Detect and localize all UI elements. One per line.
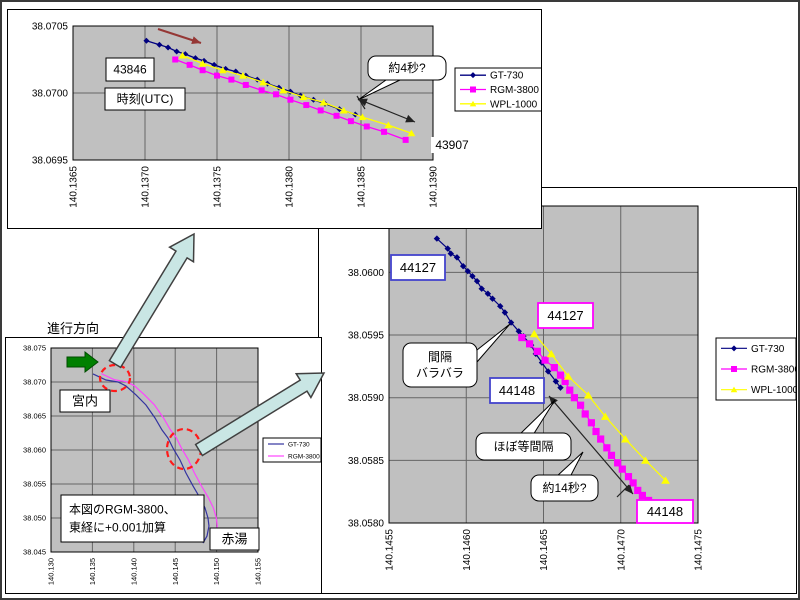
svg-text:38.0705: 38.0705	[32, 21, 69, 32]
svg-text:140.1365: 140.1365	[69, 166, 80, 208]
series-WPL-1000	[178, 51, 416, 137]
x-axis-ticks: 140.1365 140.1370 140.1375 140.1380 140.1385…	[69, 166, 440, 208]
legend: GT-730 RGM-3800 WPL-1000	[454, 67, 549, 112]
svg-text:GT-730: GT-730	[288, 441, 310, 448]
time-axis-label: 時刻(UTC)	[104, 87, 186, 111]
svg-text:間隔: 間隔	[428, 350, 452, 364]
svg-text:GT-730: GT-730	[751, 344, 785, 355]
time-end-label: 43907	[431, 137, 473, 153]
svg-text:44148: 44148	[499, 383, 535, 398]
svg-text:140.155: 140.155	[254, 558, 263, 585]
svg-text:GT-730: GT-730	[490, 71, 524, 82]
series-RGM-3800	[172, 56, 409, 143]
svg-text:38.0580: 38.0580	[348, 518, 385, 529]
about-4sec-callout: 約4秒?	[357, 55, 447, 101]
svg-text:140.130: 140.130	[47, 558, 56, 585]
plot-border	[72, 25, 434, 161]
interval-measure-arrow	[548, 395, 634, 498]
gt730-end-time: 44148	[489, 377, 545, 404]
svg-text:44148: 44148	[647, 504, 683, 519]
svg-text:時刻(UTC): 時刻(UTC)	[117, 92, 174, 106]
akayu-label: 赤湯	[209, 527, 260, 551]
series-RGM-3800	[101, 373, 218, 543]
svg-text:44127: 44127	[400, 260, 436, 275]
series-GT-730	[92, 373, 210, 544]
rgm-offset-note: 本図のRGM-3800、東経に+0.001加算	[60, 494, 205, 543]
svg-text:宮内: 宮内	[72, 394, 98, 409]
svg-text:140.1375: 140.1375	[213, 166, 224, 208]
rgm3800-start-time: 44127	[537, 302, 594, 329]
chart-panel-right-detail: 38.0600 38.0595 38.0590 38.0585 38.0580 140.1…	[318, 187, 798, 594]
svg-text:43846: 43846	[113, 63, 147, 77]
x-axis-ticks: 140.130 140.135 140.140 140.145 140.150 140.1…	[47, 558, 263, 585]
svg-text:ほぼ等間隔: ほぼ等間隔	[493, 440, 553, 454]
svg-text:38.075: 38.075	[23, 344, 46, 353]
svg-text:WPL-1000: WPL-1000	[751, 385, 796, 396]
svg-text:38.055: 38.055	[23, 480, 46, 489]
svg-text:38.0585: 38.0585	[348, 456, 385, 467]
svg-text:140.1475: 140.1475	[694, 529, 705, 571]
svg-text:140.150: 140.150	[212, 558, 221, 585]
svg-text:38.0695: 38.0695	[32, 155, 69, 166]
svg-text:140.140: 140.140	[129, 558, 138, 585]
gt730-start-time: 44127	[390, 254, 446, 281]
svg-text:本図のRGM-3800、: 本図のRGM-3800、	[69, 503, 176, 517]
y-axis-ticks: 38.0600 38.0595 38.0590 38.0585 38.0580	[348, 268, 385, 530]
svg-text:140.1465: 140.1465	[539, 529, 550, 571]
svg-text:140.135: 140.135	[88, 558, 97, 585]
svg-text:140.1460: 140.1460	[462, 529, 473, 571]
svg-text:約14秒?: 約14秒?	[542, 480, 586, 495]
chart-panel-overview: 38.075 38.070 38.065 38.060 38.055 38.050 38.0…	[5, 337, 322, 594]
svg-text:140.1370: 140.1370	[141, 166, 152, 208]
about-14sec-callout: 約14秒?	[530, 451, 599, 502]
svg-text:WPL-1000: WPL-1000	[490, 99, 538, 110]
svg-text:RGM-3800: RGM-3800	[751, 365, 796, 376]
equal-interval-callout: ほぼ等間隔	[475, 399, 572, 461]
series-WPL-1000	[529, 329, 670, 484]
svg-text:東経に+0.001加算: 東経に+0.001加算	[69, 520, 166, 535]
svg-text:140.1390: 140.1390	[429, 166, 440, 208]
svg-text:38.045: 38.045	[23, 548, 46, 557]
direction-of-travel-label: 進行方向	[47, 321, 100, 336]
svg-text:赤湯: 赤湯	[221, 532, 247, 547]
svg-text:38.060: 38.060	[23, 446, 46, 455]
svg-text:RGM-3800: RGM-3800	[288, 453, 320, 460]
legend: GT-730 RGM-3800 WPL-1000	[715, 337, 798, 401]
rgm3800-end-time: 44148	[636, 499, 694, 524]
bottom-chart: 38.075 38.070 38.065 38.060 38.055 38.050 38.0…	[23, 344, 322, 585]
x-axis-ticks: 140.1455 140.1460 140.1465 140.1470 140.1475	[385, 529, 705, 571]
svg-text:38.0600: 38.0600	[348, 268, 385, 279]
svg-text:140.1380: 140.1380	[285, 166, 296, 208]
y-axis-ticks: 38.075 38.070 38.065 38.060 38.055 38.050 38.0…	[23, 344, 46, 557]
svg-text:44127: 44127	[547, 308, 583, 323]
svg-text:140.145: 140.145	[171, 558, 180, 585]
svg-text:約4秒?: 約4秒?	[388, 60, 426, 75]
svg-text:バラバラ: バラバラ	[416, 366, 464, 380]
svg-text:38.0590: 38.0590	[348, 393, 385, 404]
svg-text:38.065: 38.065	[23, 412, 46, 421]
y-axis-ticks: 38.0705 38.0700 38.0695	[32, 21, 69, 166]
chart-panel-top-detail: 38.0705 38.0700 38.0695 140.1365 140.1370 140…	[7, 9, 549, 229]
start-point-arrow	[66, 350, 99, 374]
travel-direction-arrow	[157, 28, 202, 45]
svg-text:38.0700: 38.0700	[32, 88, 69, 99]
interval-measure-arrow	[356, 95, 416, 123]
right-chart: 38.060038.059538.059038.058538.0580140.1…	[348, 205, 798, 571]
miyauchi-label: 宮内	[59, 389, 111, 413]
svg-text:140.1385: 140.1385	[357, 166, 368, 208]
svg-text:38.050: 38.050	[23, 514, 46, 523]
svg-text:140.1470: 140.1470	[616, 529, 627, 571]
svg-text:RGM-3800: RGM-3800	[490, 85, 539, 96]
legend: GT-730 RGM-3800	[262, 437, 322, 463]
svg-text:140.1455: 140.1455	[385, 529, 396, 571]
plot-border	[388, 205, 699, 524]
svg-text:38.0595: 38.0595	[348, 330, 385, 341]
svg-text:43907: 43907	[435, 138, 469, 152]
svg-text:38.070: 38.070	[23, 378, 46, 387]
time-start-label: 43846	[105, 57, 155, 82]
